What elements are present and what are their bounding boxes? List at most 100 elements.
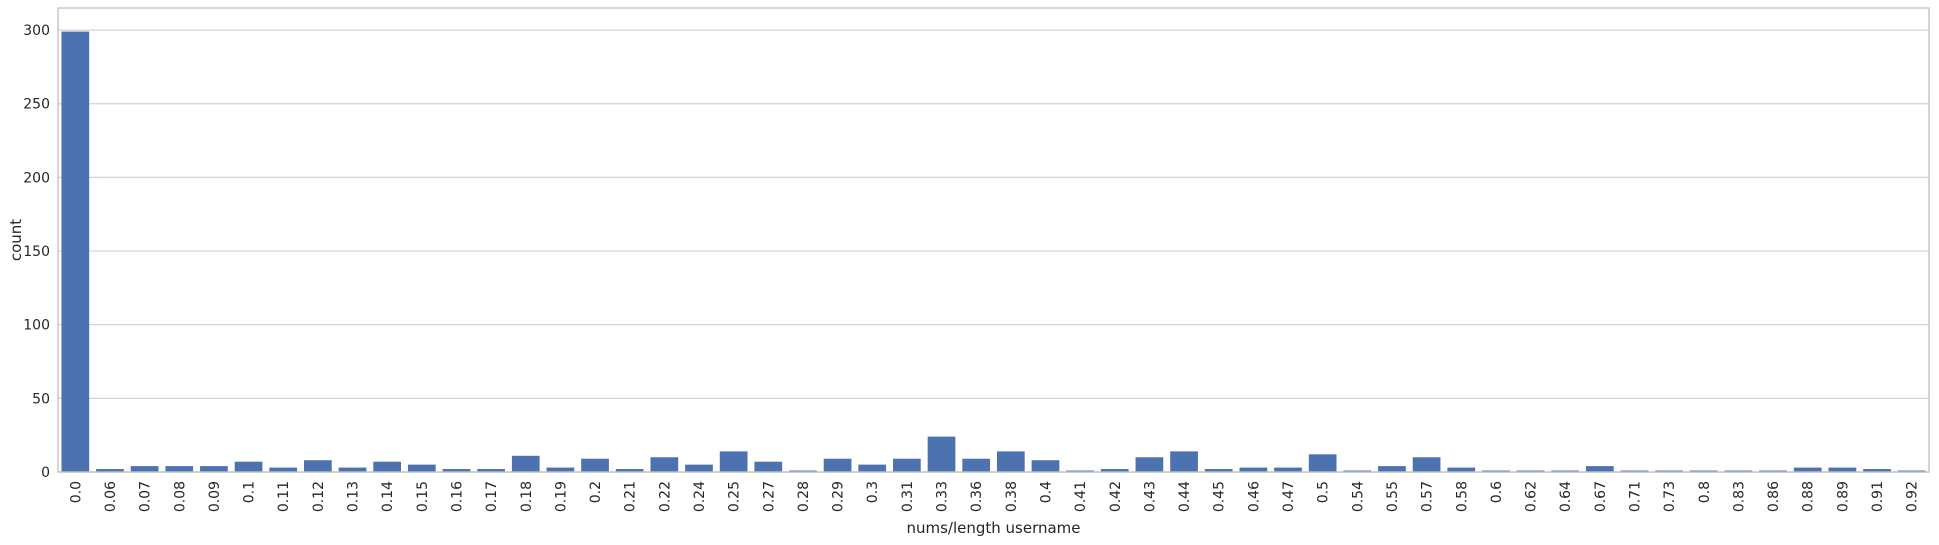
- x-tick-label: 0.11: [276, 481, 292, 512]
- bar: [1343, 470, 1372, 472]
- x-tick-label: 0.24: [692, 481, 708, 512]
- x-tick-label: 0.55: [1385, 481, 1401, 512]
- x-tick-label: 0.36: [969, 481, 985, 512]
- x-tick-label: 0.4: [1038, 481, 1054, 503]
- bar: [719, 451, 748, 472]
- x-tick-label: 0.41: [1073, 481, 1089, 512]
- x-tick-label: 0.3: [865, 481, 881, 503]
- bar: [407, 464, 436, 472]
- bar: [927, 436, 956, 472]
- bar: [304, 460, 332, 472]
- x-tick-label: 0.91: [1870, 481, 1886, 512]
- x-tick-label: 0.67: [1593, 481, 1609, 512]
- bar: [1274, 467, 1302, 472]
- bar: [1100, 469, 1129, 472]
- bar: [1759, 470, 1787, 472]
- bar: [996, 451, 1025, 472]
- x-tick-label: 0.45: [1212, 481, 1228, 512]
- x-tick-label: 0.29: [831, 481, 847, 512]
- x-tick-label: 0.16: [449, 481, 465, 512]
- bar: [130, 466, 159, 472]
- y-tick-label: 0: [41, 465, 50, 481]
- bar: [1066, 470, 1094, 472]
- bar: [165, 466, 194, 472]
- x-tick-label: 0.54: [1350, 481, 1366, 512]
- bars: [61, 31, 1926, 472]
- bar: [1308, 454, 1337, 472]
- bar: [650, 457, 679, 472]
- x-tick-label: 0.0: [68, 481, 84, 503]
- x-tick-label: 0.14: [380, 481, 396, 512]
- x-tick-label: 0.92: [1905, 481, 1921, 512]
- y-tick-label: 250: [23, 97, 50, 113]
- bar: [962, 458, 991, 472]
- x-tick-labels: 0.0 0.06 0.07 0.08 0.09 0.1 0.11 0.12 0.13 0.14 0.…: [68, 481, 1920, 512]
- bar: [1204, 469, 1233, 472]
- x-tick-label: 0.17: [484, 481, 500, 512]
- bar: [1482, 470, 1510, 472]
- bar: [1239, 467, 1268, 472]
- x-tick-label: 0.12: [311, 481, 327, 512]
- bar: [789, 470, 817, 472]
- x-tick-label: 0.86: [1766, 481, 1782, 512]
- bar: [1863, 469, 1891, 472]
- bar: [546, 467, 575, 472]
- bar: [96, 469, 124, 472]
- bar: [1378, 466, 1406, 472]
- x-tick-label: 0.1: [242, 481, 258, 503]
- y-axis-label: count: [7, 219, 25, 261]
- x-tick-label: 0.13: [346, 481, 362, 512]
- x-tick-label: 0.31: [900, 481, 916, 512]
- x-tick-label: 0.6: [1489, 481, 1505, 503]
- x-tick-label: 0.88: [1801, 481, 1817, 512]
- x-tick-label: 0.89: [1835, 481, 1851, 512]
- bar: [754, 461, 783, 472]
- bar: [373, 461, 402, 472]
- bar: [200, 466, 228, 472]
- x-tick-label: 0.38: [1004, 481, 1020, 512]
- bar: [1516, 470, 1545, 472]
- x-tick-label: 0.21: [623, 481, 639, 512]
- x-tick-label: 0.73: [1662, 481, 1678, 512]
- x-tick-label: 0.44: [1177, 481, 1193, 512]
- x-tick-label: 0.08: [172, 481, 188, 512]
- x-tick-label: 0.25: [727, 481, 743, 512]
- x-tick-label: 0.27: [761, 481, 777, 512]
- x-tick-label: 0.28: [796, 481, 812, 512]
- x-tick-label: 0.43: [1142, 481, 1158, 512]
- y-tick-label: 100: [23, 318, 50, 334]
- x-tick-label: 0.64: [1558, 481, 1574, 512]
- x-tick-label: 0.15: [415, 481, 431, 512]
- bar: [269, 467, 298, 472]
- bar: [1897, 470, 1926, 472]
- bar: [511, 455, 540, 472]
- bar: [1447, 467, 1476, 472]
- bar: [442, 469, 471, 472]
- x-tick-label: 0.33: [935, 481, 951, 512]
- bar: [581, 458, 609, 472]
- x-tick-label: 0.83: [1731, 481, 1747, 512]
- x-tick-label: 0.18: [519, 481, 535, 512]
- bar: [1793, 467, 1822, 472]
- x-tick-label: 0.62: [1524, 481, 1540, 512]
- x-tick-label: 0.5: [1316, 481, 1332, 503]
- bar: [1689, 470, 1718, 472]
- bar: [1655, 470, 1683, 472]
- bar: [1585, 466, 1614, 472]
- bar: [1170, 451, 1198, 472]
- bar: [234, 461, 263, 472]
- bar: [685, 464, 713, 472]
- y-tick-label: 200: [23, 170, 50, 186]
- x-tick-label: 0.57: [1420, 481, 1436, 512]
- y-tick-labels: 0 50 100 150 200 250 300: [23, 23, 50, 481]
- bar: [893, 458, 921, 472]
- x-tick-label: 0.8: [1697, 481, 1713, 503]
- x-tick-label: 0.19: [553, 481, 569, 512]
- bar: [477, 469, 505, 472]
- bar: [338, 467, 367, 472]
- x-tick-label: 0.2: [588, 481, 604, 503]
- bar: [823, 458, 852, 472]
- y-tick-label: 150: [23, 244, 50, 260]
- x-tick-label: 0.09: [207, 481, 223, 512]
